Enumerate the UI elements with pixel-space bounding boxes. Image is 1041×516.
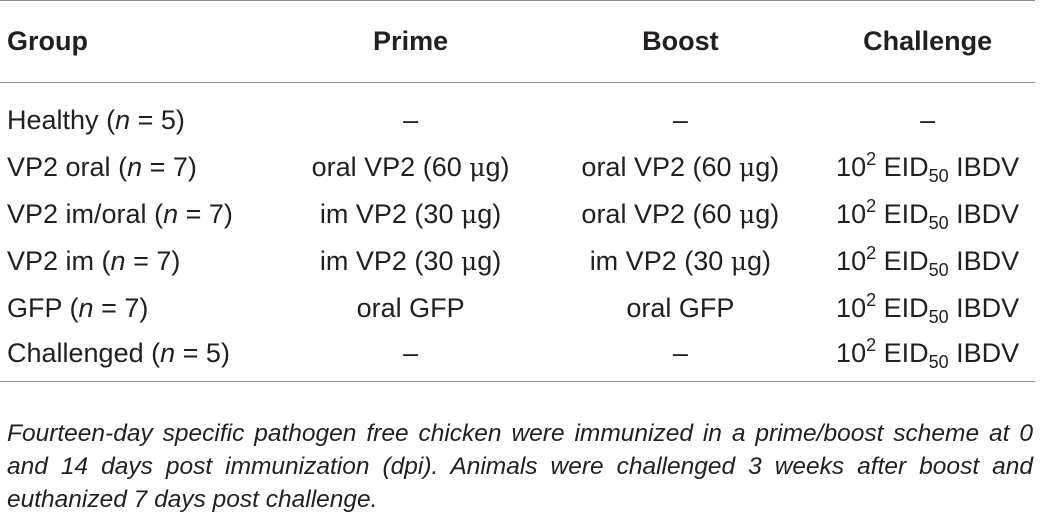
n-variable: n [110,246,126,276]
challenge-cell: 102 EID50 IBDV [836,149,1020,186]
micro-symbol: μ [469,153,486,182]
prime-cell: oral GFP [356,293,465,323]
n-variable: n [127,152,143,182]
challenge-cell: 102 EID50 IBDV [836,290,1020,327]
prime-cell: oral VP2 (60 μg) [311,152,510,182]
group-cell: Challenged (n = 5) [7,338,230,368]
table-row: VP2 im (n = 7) im VP2 (30 μg) im VP2 (30… [0,238,1040,285]
micro-symbol: μ [460,200,478,229]
header-row: Group Prime Boost Challenge [0,0,1040,82]
table-row: Challenged (n = 5) – – 102 EID50 IBDV [0,332,1040,379]
group-cell: VP2 im (n = 7) [7,246,181,276]
boost-cell: – [672,338,688,368]
table-row: Healthy (n = 5) – – – [0,82,1040,144]
challenge-cell: 102 EID50 IBDV [836,243,1020,280]
micro-symbol: μ [739,200,756,229]
table-row: VP2 im/oral (n = 7) im VP2 (30 μg) oral … [0,191,1040,238]
micro-symbol: μ [460,247,478,276]
n-variable: n [163,199,179,229]
column-header-group: Group [7,25,88,56]
table-footnote: Fourteen-day specific pathogen free chic… [7,419,1033,513]
group-cell: VP2 oral (n = 7) [7,152,197,182]
boost-cell: oral GFP [626,293,735,323]
table-row: GFP (n = 7) oral GFP oral GFP 102 EID50 … [0,285,1040,332]
header-bottom-rule [0,82,1035,83]
n-variable: n [115,104,131,135]
column-header-prime: Prime [373,25,449,56]
prime-cell: im VP2 (30 μg) [319,246,502,276]
n-variable: n [160,338,176,368]
group-name: VP2 im [7,246,95,276]
boost-cell: im VP2 (30 μg) [589,246,772,276]
group-name: Healthy [7,104,99,135]
column-header-boost: Boost [642,25,719,56]
table-bottom-rule [0,381,1035,382]
boost-cell: oral VP2 (60 μg) [581,199,780,229]
table-top-rule [0,0,1035,1]
vaccination-schedule-table: Group Prime Boost Challenge Healthy (n =… [0,0,1040,379]
group-cell: GFP (n = 7) [7,293,149,323]
micro-symbol: μ [739,153,756,182]
boost-cell: – [672,104,688,135]
prime-cell: – [403,104,419,135]
micro-symbol: μ [730,247,747,276]
group-cell: Healthy (n = 5) [7,104,185,135]
challenge-cell: 102 EID50 IBDV [836,335,1020,372]
column-header-challenge: Challenge [863,25,993,56]
group-name: GFP [7,293,63,323]
table-row: VP2 oral (n = 7) oral VP2 (60 μg) oral V… [0,144,1040,191]
group-cell: VP2 im/oral (n = 7) [7,199,233,229]
group-name: Challenged [7,338,144,368]
challenge-cell: 102 EID50 IBDV [836,196,1020,233]
challenge-cell: – [920,104,936,135]
prime-cell: – [403,338,419,368]
n-variable: n [78,293,94,323]
group-name: VP2 oral [7,152,111,182]
group-name: VP2 im/oral [7,199,147,229]
boost-cell: oral VP2 (60 μg) [581,152,780,182]
prime-cell: im VP2 (30 μg) [319,199,502,229]
